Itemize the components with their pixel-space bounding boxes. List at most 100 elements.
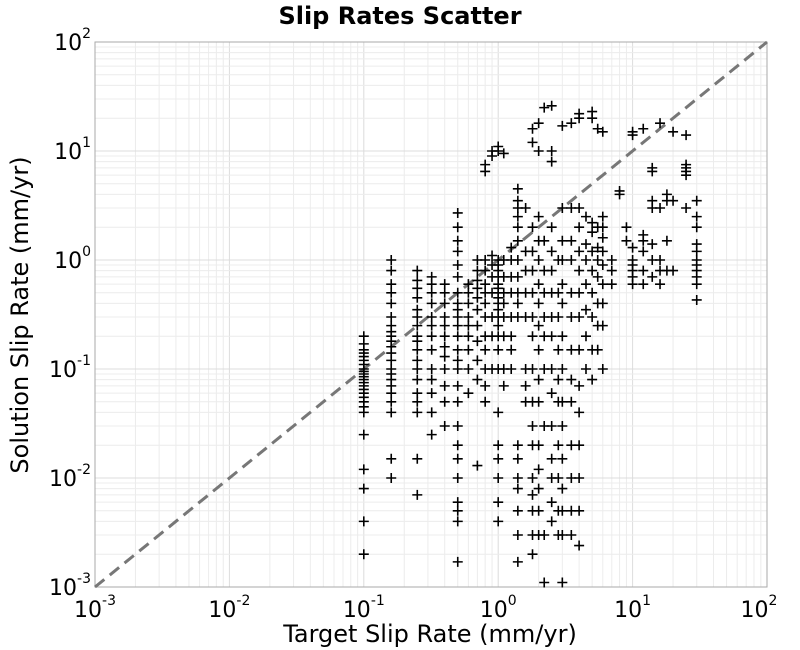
data-point bbox=[533, 374, 544, 385]
data-point bbox=[580, 364, 591, 374]
data-point bbox=[412, 489, 423, 500]
data-point bbox=[512, 271, 523, 282]
data-point bbox=[426, 311, 437, 322]
data-point bbox=[463, 364, 474, 374]
data-point bbox=[627, 126, 638, 137]
data-point bbox=[480, 255, 491, 265]
data-point bbox=[439, 287, 450, 298]
data-point bbox=[638, 246, 649, 257]
x-tick-exponent: 2 bbox=[769, 593, 778, 609]
data-point bbox=[463, 331, 474, 342]
y-tick-label: 10-1 bbox=[49, 353, 91, 383]
data-point bbox=[557, 298, 568, 309]
data-point bbox=[557, 577, 568, 588]
y-tick-label: 102 bbox=[54, 26, 91, 56]
data-point bbox=[426, 344, 437, 355]
data-point bbox=[553, 287, 564, 298]
data-point bbox=[498, 148, 509, 159]
reference-diagonal-line bbox=[94, 40, 768, 589]
data-point bbox=[614, 185, 625, 196]
data-point bbox=[647, 271, 658, 282]
data-point bbox=[512, 505, 523, 516]
data-point bbox=[493, 141, 504, 152]
data-point bbox=[386, 265, 397, 276]
data-point bbox=[574, 246, 585, 257]
data-point bbox=[493, 320, 504, 331]
data-point bbox=[412, 396, 423, 407]
data-point bbox=[627, 255, 638, 265]
data-point bbox=[574, 407, 585, 418]
data-point bbox=[533, 255, 544, 265]
data-point bbox=[574, 265, 585, 276]
data-point bbox=[574, 344, 585, 355]
data-point bbox=[546, 388, 557, 399]
data-point bbox=[386, 364, 397, 374]
data-point bbox=[597, 259, 608, 270]
data-point bbox=[655, 118, 666, 129]
data-point bbox=[638, 279, 649, 290]
data-point bbox=[566, 255, 577, 265]
data-point bbox=[386, 396, 397, 407]
data-point bbox=[412, 331, 423, 342]
data-point bbox=[533, 505, 544, 516]
x-tick-label: 102 bbox=[741, 593, 778, 623]
data-point bbox=[606, 279, 617, 290]
y-tick-exponent: -3 bbox=[77, 571, 91, 587]
data-point bbox=[472, 336, 483, 347]
data-point bbox=[621, 222, 632, 233]
x-tick-base: 10 bbox=[480, 598, 508, 623]
data-point bbox=[655, 279, 666, 290]
data-point bbox=[546, 331, 557, 342]
data-point bbox=[681, 130, 692, 141]
data-point bbox=[506, 331, 517, 342]
data-point bbox=[426, 388, 437, 399]
data-point bbox=[452, 453, 463, 464]
data-point bbox=[452, 364, 463, 374]
data-point bbox=[512, 453, 523, 464]
y-tick-exponent: -2 bbox=[77, 462, 91, 478]
data-point bbox=[546, 246, 557, 257]
data-point bbox=[452, 505, 463, 516]
data-point bbox=[580, 279, 591, 290]
y-axis-label: Solution Slip Rate (mm/yr) bbox=[6, 156, 34, 473]
data-point bbox=[527, 287, 538, 298]
data-point bbox=[691, 255, 702, 265]
data-point bbox=[574, 202, 585, 213]
data-point bbox=[412, 374, 423, 385]
data-point bbox=[533, 396, 544, 407]
data-point bbox=[539, 235, 550, 246]
data-point bbox=[506, 344, 517, 355]
data-point bbox=[597, 246, 608, 257]
x-tick-exponent: 1 bbox=[642, 593, 651, 609]
data-point bbox=[412, 320, 423, 331]
data-point bbox=[661, 235, 672, 246]
x-tick-base: 10 bbox=[343, 598, 371, 623]
data-point bbox=[597, 298, 608, 309]
data-point bbox=[574, 473, 585, 483]
data-point bbox=[668, 265, 679, 276]
plot-area bbox=[94, 41, 768, 588]
data-point bbox=[574, 287, 585, 298]
x-tick-label: 100 bbox=[480, 593, 517, 623]
y-tick-base: 10 bbox=[49, 576, 77, 601]
data-point bbox=[527, 420, 538, 431]
data-point bbox=[557, 364, 568, 374]
data-point bbox=[512, 255, 523, 265]
data-point bbox=[512, 298, 523, 309]
data-point bbox=[533, 211, 544, 222]
data-point bbox=[533, 483, 544, 494]
data-point bbox=[527, 473, 538, 483]
data-point bbox=[557, 120, 568, 131]
data-point bbox=[587, 287, 598, 298]
data-point bbox=[512, 195, 523, 206]
x-axis-ticks: 10-3 10-2 10-1 100 101 102 bbox=[74, 593, 777, 623]
data-point bbox=[426, 320, 437, 331]
data-point bbox=[557, 529, 568, 540]
data-point bbox=[452, 516, 463, 527]
x-tick-exponent: -1 bbox=[371, 593, 385, 609]
data-point bbox=[426, 374, 437, 385]
data-point bbox=[553, 440, 564, 451]
data-point bbox=[452, 331, 463, 342]
data-point bbox=[452, 287, 463, 298]
